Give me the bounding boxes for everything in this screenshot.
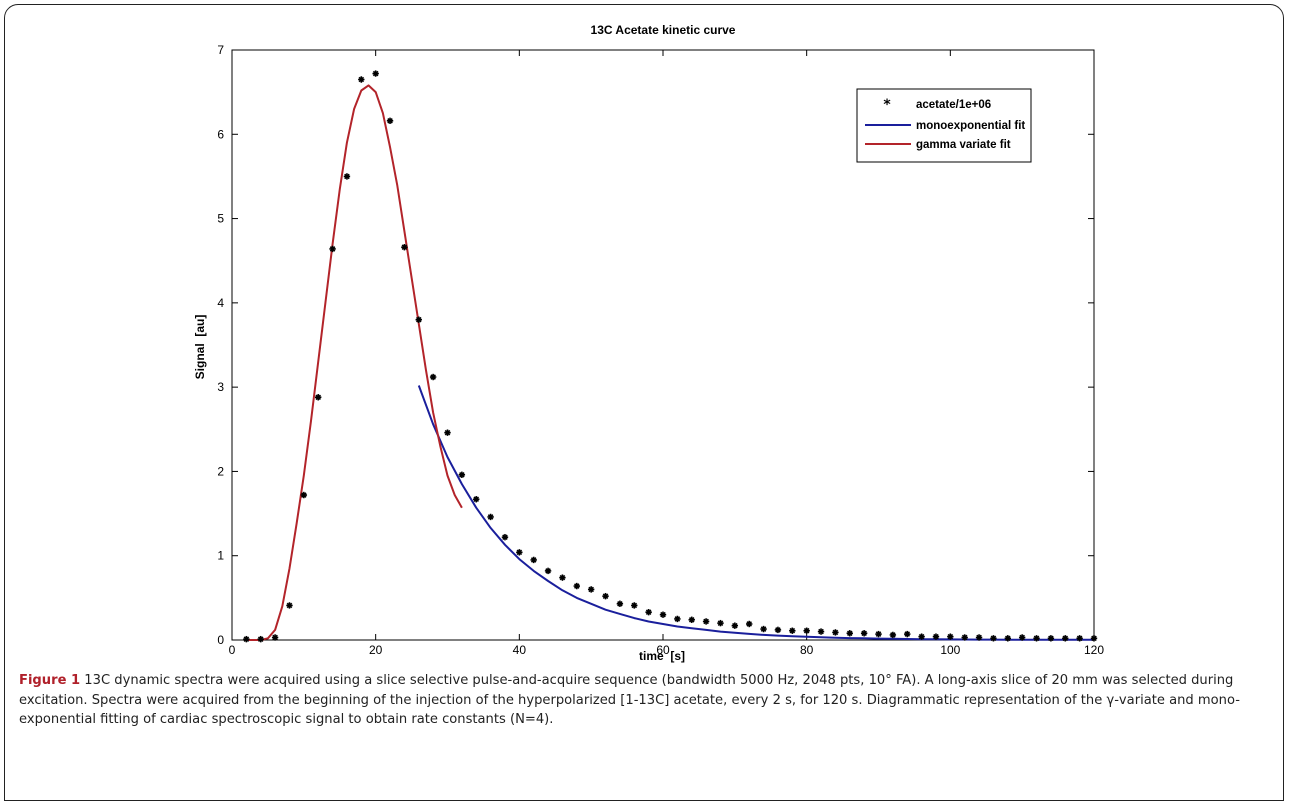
data-point <box>444 429 451 436</box>
data-point <box>789 627 796 634</box>
y-tick-label: 1 <box>217 549 224 563</box>
data-point <box>1047 635 1055 642</box>
data-point <box>343 173 351 180</box>
x-tick-label: 60 <box>656 643 670 657</box>
figure-frame: 13C Acetate kinetic curve 0 20 40 60 80 100 12… <box>4 4 1284 801</box>
data-point <box>889 631 897 639</box>
axis-ticks: 0 20 40 60 80 100 120 0 1 2 3 4 5 6 7 <box>217 43 1104 657</box>
chart: 13C Acetate kinetic curve 0 20 40 60 80 100 12… <box>193 23 1104 663</box>
legend-label-mono: monoexponential fit <box>916 120 1025 132</box>
x-tick-label: 100 <box>940 643 960 657</box>
data-point <box>932 633 940 640</box>
data-point <box>372 70 379 77</box>
data-point <box>386 117 394 124</box>
y-tick-label: 5 <box>217 212 224 226</box>
data-point <box>1033 635 1040 642</box>
x-tick-label: 0 <box>229 643 236 657</box>
data-point <box>358 76 365 83</box>
series-line-1 <box>417 385 1094 641</box>
data-point <box>760 625 767 633</box>
data-point <box>286 602 293 609</box>
data-point <box>429 373 437 381</box>
data-point <box>817 628 825 635</box>
data-point <box>803 627 810 634</box>
data-point <box>300 491 308 499</box>
data-point <box>674 615 681 623</box>
y-axis-label: Signal [au] <box>193 315 207 380</box>
y-tick-label: 2 <box>217 464 224 478</box>
data-point <box>645 608 652 616</box>
y-tick-label: 4 <box>217 296 224 310</box>
y-tick-label: 0 <box>217 633 224 647</box>
data-point <box>717 619 724 627</box>
data-point <box>860 630 868 637</box>
data-point <box>746 620 753 628</box>
data-point <box>415 316 422 323</box>
x-tick-label: 80 <box>800 643 814 657</box>
data-point <box>688 616 695 623</box>
chart-title: 13C Acetate kinetic curve <box>591 23 736 37</box>
data-point <box>846 630 853 637</box>
data-point <box>990 635 997 642</box>
data-point <box>602 592 609 600</box>
y-tick-label: 7 <box>217 43 224 57</box>
data-point <box>832 629 839 636</box>
data-point <box>329 245 336 253</box>
data-point <box>1076 635 1083 642</box>
data-point <box>516 549 523 556</box>
data-point <box>544 567 552 575</box>
data-point <box>243 635 250 643</box>
y-tick-label: 3 <box>217 380 224 394</box>
data-point <box>271 634 279 641</box>
data-point <box>1090 635 1098 642</box>
data-point <box>1004 635 1011 642</box>
legend: * acetate/1e+06 monoexponential fit gamm… <box>856 88 1032 163</box>
data-point <box>875 630 882 638</box>
figure-caption: Figure 1 13C dynamic spectra were acquir… <box>19 671 1279 730</box>
x-axis-label: time [s] <box>639 649 685 663</box>
data-point <box>702 618 710 625</box>
legend-marker-asterisk: * <box>883 97 891 113</box>
data-point <box>473 496 480 503</box>
data-point <box>961 634 968 641</box>
data-point <box>659 611 667 618</box>
data-point <box>918 633 925 640</box>
x-tick-label: 120 <box>1084 643 1104 657</box>
y-tick-label: 6 <box>217 127 224 141</box>
data-point <box>1018 634 1026 641</box>
data-point <box>731 622 739 629</box>
data-point <box>530 556 537 564</box>
legend-label-acetate: acetate/1e+06 <box>916 99 991 111</box>
data-point <box>573 582 580 590</box>
data-point <box>975 634 983 641</box>
data-point <box>1062 635 1069 642</box>
data-point <box>487 513 494 521</box>
caption-label: Figure 1 <box>19 673 81 688</box>
data-point <box>774 626 782 634</box>
data-point <box>458 471 466 478</box>
data-point <box>631 602 638 609</box>
data-point <box>616 600 624 607</box>
data-point <box>501 533 509 541</box>
data-point <box>401 244 408 251</box>
series-line-2 <box>246 84 463 641</box>
chart-marks <box>243 70 1098 643</box>
x-tick-label: 20 <box>369 643 383 657</box>
data-point <box>947 633 954 640</box>
legend-label-gamma: gamma variate fit <box>916 139 1011 151</box>
data-point <box>587 586 595 593</box>
x-tick-label: 40 <box>513 643 527 657</box>
data-point <box>904 630 911 638</box>
data-point <box>315 394 322 401</box>
data-point <box>257 635 264 643</box>
caption-text: 13C dynamic spectra were acquired using … <box>19 673 1240 727</box>
data-point <box>559 574 566 581</box>
